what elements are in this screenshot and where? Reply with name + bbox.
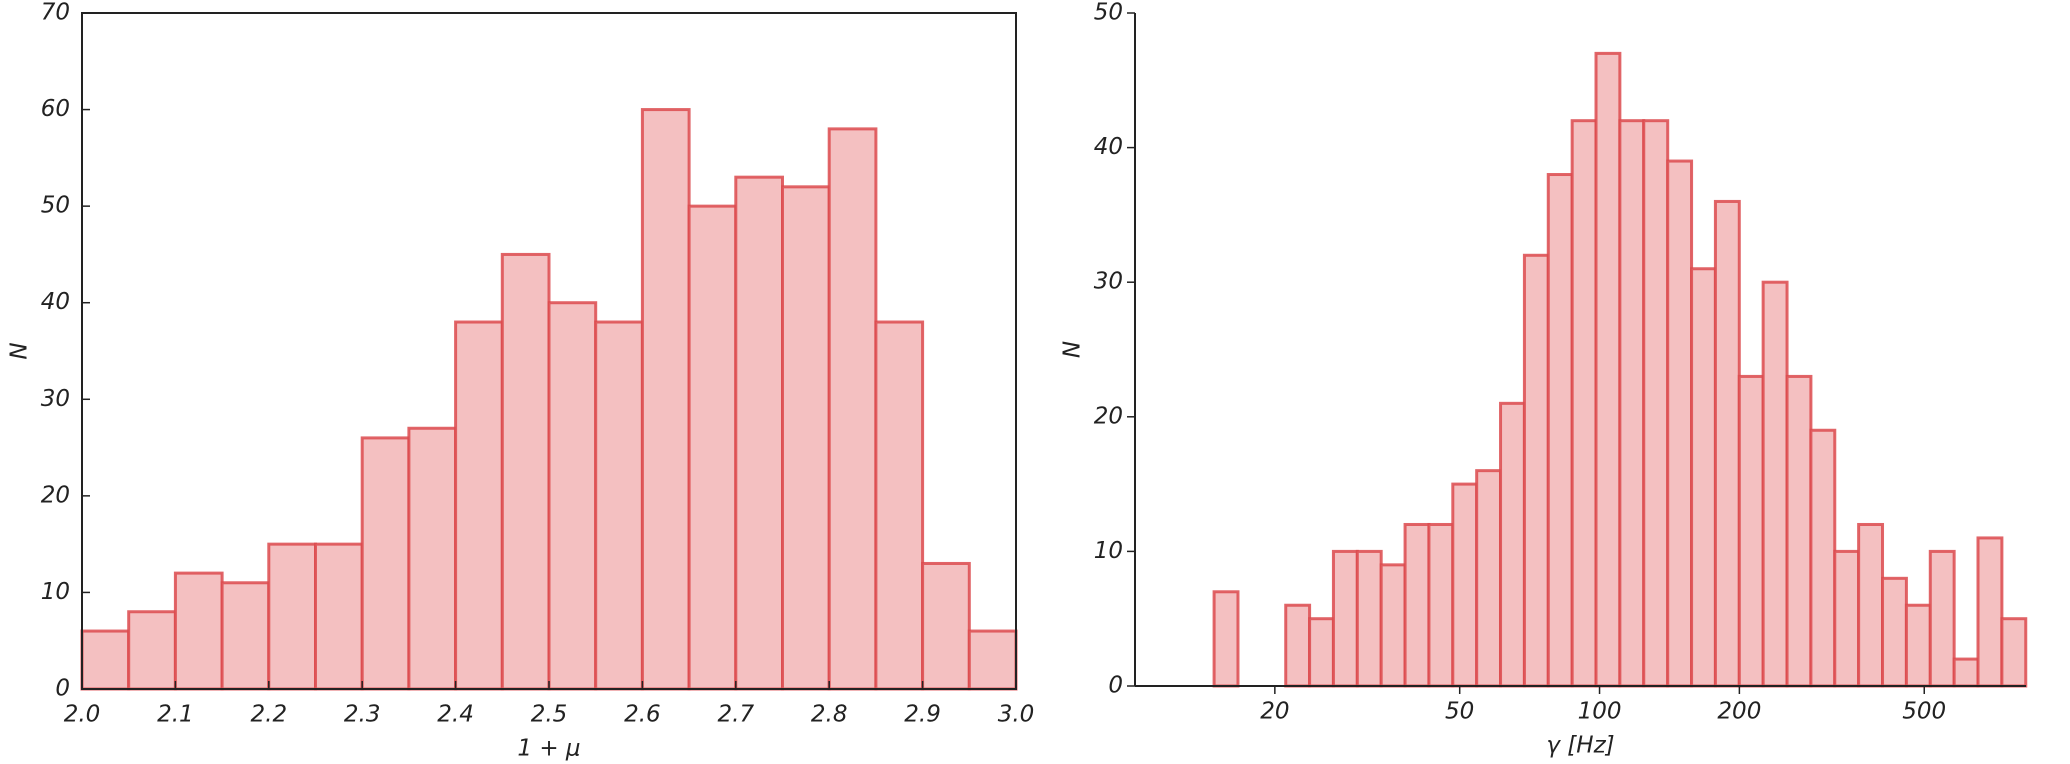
bar (687, 204, 738, 691)
y-tick-label: 50 (1094, 0, 1123, 26)
bar (921, 561, 971, 691)
bar (80, 629, 131, 691)
x-tick-label: 2.4 (437, 702, 474, 728)
y-tick-label: 60 (41, 96, 70, 122)
x-tick-label: 200 (1717, 699, 1761, 725)
bar (1570, 119, 1598, 688)
bar (1952, 657, 1980, 688)
bar (1546, 173, 1574, 688)
bar (1761, 280, 1789, 688)
y-tick-label: 10 (1094, 538, 1123, 564)
bar (2000, 617, 2028, 688)
x-tick-label: 2.1 (157, 702, 194, 728)
x-tick-label: 500 (1902, 699, 1946, 725)
bar (1355, 549, 1383, 688)
y-axis-label: N (7, 342, 33, 359)
bar (1785, 374, 1813, 688)
bar (1666, 159, 1694, 688)
y-tick-label: 0 (1108, 673, 1123, 699)
bar (1499, 401, 1526, 688)
bar (781, 185, 831, 691)
y-tick-label: 0 (55, 676, 70, 702)
bar (1379, 563, 1407, 688)
bar (1928, 549, 1956, 688)
x-tick-label: 2.6 (624, 702, 661, 728)
y-tick-label: 40 (41, 289, 70, 315)
x-tick-label: 2.2 (251, 702, 288, 728)
bar (1475, 469, 1503, 688)
bar (220, 581, 271, 691)
x-tick-label: 2.0 (64, 702, 101, 728)
bar (547, 301, 598, 691)
y-tick-label: 40 (1094, 134, 1123, 160)
bar (1713, 199, 1741, 688)
x-tick-label: 2.3 (344, 702, 381, 728)
x-tick-label: 2.9 (904, 702, 941, 728)
bar (1451, 482, 1479, 688)
x-tick-label: 3.0 (998, 702, 1035, 728)
bar (173, 571, 224, 691)
bar (1809, 428, 1837, 688)
bar (640, 108, 691, 691)
bar (1284, 603, 1312, 688)
bar (1833, 549, 1861, 688)
bar (454, 320, 504, 691)
bar (1642, 119, 1670, 688)
bar (314, 542, 364, 691)
x-tick-label: 2.7 (718, 702, 755, 728)
bar (1427, 522, 1455, 688)
y-tick-label: 10 (41, 579, 70, 605)
y-tick-label: 50 (41, 193, 70, 219)
bar (1308, 617, 1335, 688)
y-tick-label: 70 (41, 0, 70, 26)
bar (734, 175, 784, 691)
x-axis-label: 1 + μ (517, 736, 580, 762)
y-axis-label: N (1060, 341, 1086, 358)
bar (594, 320, 644, 691)
x-tick-label: 2.8 (811, 702, 848, 728)
bar (1618, 119, 1646, 688)
bar (1904, 603, 1932, 688)
bar (874, 320, 925, 691)
bar (1737, 374, 1765, 688)
x-tick-label: 100 (1578, 699, 1622, 725)
y-tick-label: 30 (41, 386, 70, 412)
y-tick-label: 30 (1094, 269, 1123, 295)
bar (360, 436, 411, 691)
bar (1857, 522, 1885, 688)
x-tick-label: 20 (1260, 699, 1289, 725)
bar (827, 127, 878, 691)
bar (1331, 549, 1359, 688)
bar (1212, 590, 1240, 688)
bar (267, 542, 317, 691)
x-tick-label: 50 (1445, 699, 1474, 725)
bar (1594, 51, 1622, 688)
bar (967, 629, 1018, 691)
bar (1976, 536, 2004, 688)
bar (1522, 253, 1550, 688)
bar (1403, 522, 1431, 688)
y-tick-label: 20 (41, 482, 70, 508)
y-tick-label: 20 (1094, 403, 1123, 429)
x-tick-label: 2.5 (531, 702, 568, 728)
bar (1881, 576, 1908, 688)
bar (500, 252, 551, 691)
bar (127, 610, 177, 691)
x-axis-label: γ [Hz] (1546, 733, 1614, 759)
bar (1690, 267, 1717, 688)
bar (407, 426, 458, 691)
